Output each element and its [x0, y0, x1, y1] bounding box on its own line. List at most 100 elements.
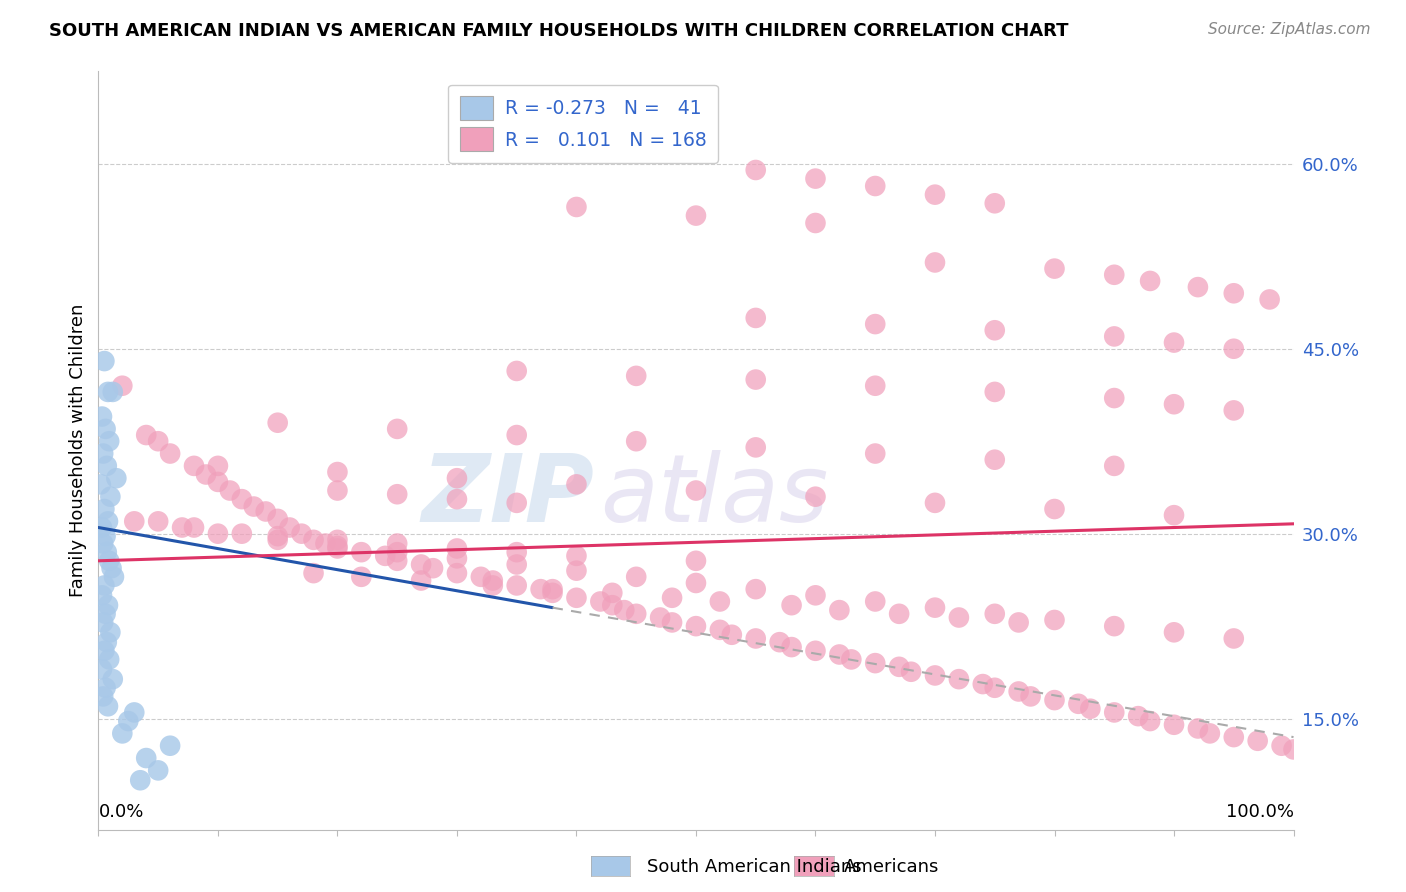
Point — [94, 529, 117, 543]
Point — [91, 446, 114, 460]
Point — [93, 644, 115, 658]
Point — [721, 628, 744, 642]
Point — [315, 536, 337, 550]
Text: Americans: Americans — [844, 858, 939, 876]
Point — [207, 475, 229, 489]
Point — [745, 373, 768, 387]
Point — [900, 665, 922, 679]
Point — [1247, 733, 1270, 747]
Point — [385, 545, 409, 559]
Point — [481, 578, 505, 592]
Point — [924, 255, 946, 269]
Text: South American Indians: South American Indians — [647, 858, 862, 876]
Point — [96, 458, 118, 473]
Point — [267, 416, 290, 430]
Point — [91, 520, 114, 534]
Point — [254, 504, 277, 518]
Point — [984, 681, 1007, 695]
Point — [924, 668, 946, 682]
Point — [207, 526, 229, 541]
Point — [626, 570, 648, 584]
Point — [685, 576, 707, 591]
Point — [745, 582, 768, 596]
Point — [506, 578, 529, 592]
Point — [326, 539, 349, 553]
Text: SOUTH AMERICAN INDIAN VS AMERICAN FAMILY HOUSEHOLDS WITH CHILDREN CORRELATION CH: SOUTH AMERICAN INDIAN VS AMERICAN FAMILY… — [49, 22, 1069, 40]
Point — [804, 490, 827, 504]
Point — [865, 317, 887, 331]
Point — [91, 536, 114, 550]
Point — [103, 570, 125, 584]
Point — [1128, 709, 1150, 723]
Point — [541, 582, 564, 596]
Point — [685, 209, 707, 223]
Point — [1258, 293, 1281, 307]
Point — [267, 533, 290, 547]
Point — [97, 699, 120, 714]
Point — [565, 477, 588, 491]
Point — [685, 554, 707, 568]
Point — [267, 529, 290, 543]
Point — [91, 409, 114, 424]
Point — [97, 514, 120, 528]
Point — [745, 310, 768, 325]
Point — [865, 446, 887, 460]
Point — [1163, 397, 1185, 411]
Point — [1104, 458, 1126, 473]
Point — [159, 739, 181, 753]
Point — [1067, 697, 1090, 711]
Text: 100.0%: 100.0% — [1226, 803, 1294, 821]
Point — [565, 549, 588, 563]
Point — [100, 561, 122, 575]
Point — [1223, 632, 1246, 646]
Point — [889, 607, 911, 621]
Point — [1104, 329, 1126, 343]
Point — [183, 520, 205, 534]
Point — [98, 625, 122, 640]
Point — [889, 660, 911, 674]
Point — [446, 566, 468, 581]
Point — [828, 648, 851, 662]
Point — [91, 615, 114, 630]
Point — [865, 378, 887, 392]
Point — [948, 610, 970, 624]
Point — [129, 773, 152, 788]
Point — [98, 554, 121, 568]
Point — [446, 551, 468, 566]
Point — [94, 681, 117, 695]
Point — [530, 582, 553, 596]
Text: Source: ZipAtlas.com: Source: ZipAtlas.com — [1208, 22, 1371, 37]
Point — [93, 502, 115, 516]
Point — [326, 541, 349, 556]
Point — [541, 586, 564, 600]
Point — [481, 574, 505, 588]
Point — [1080, 702, 1102, 716]
Point — [374, 549, 396, 563]
Point — [446, 492, 468, 507]
Point — [411, 574, 433, 588]
Point — [865, 656, 887, 670]
Point — [661, 615, 683, 630]
Point — [350, 545, 373, 559]
Point — [1139, 714, 1161, 728]
Point — [506, 558, 529, 572]
Point — [768, 635, 790, 649]
Point — [1139, 274, 1161, 288]
Point — [291, 526, 314, 541]
Point — [1104, 706, 1126, 720]
Point — [804, 644, 827, 658]
Point — [385, 536, 409, 550]
Point — [1043, 261, 1066, 276]
Point — [602, 598, 624, 612]
Point — [589, 594, 612, 608]
Point — [924, 187, 946, 202]
Point — [1104, 619, 1126, 633]
Point — [302, 533, 325, 547]
Point — [385, 554, 409, 568]
Point — [183, 458, 205, 473]
Point — [565, 591, 588, 605]
Point — [984, 452, 1007, 467]
Point — [385, 487, 409, 501]
Point — [804, 588, 827, 602]
Point — [94, 607, 117, 621]
